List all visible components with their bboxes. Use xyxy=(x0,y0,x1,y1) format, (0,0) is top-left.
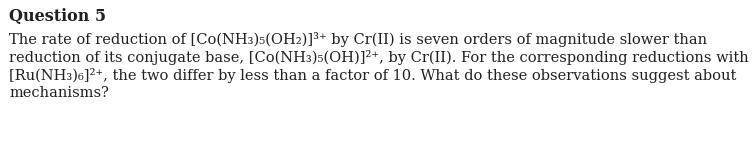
Text: mechanisms?: mechanisms? xyxy=(9,86,109,100)
Text: [Ru(NH₃)₆]²⁺, the two differ by less than a factor of 10. What do these observat: [Ru(NH₃)₆]²⁺, the two differ by less tha… xyxy=(9,68,736,83)
Text: The rate of reduction of [Co(NH₃)₅(OH₂)]³⁺ by Cr(II) is seven orders of magnitud: The rate of reduction of [Co(NH₃)₅(OH₂)]… xyxy=(9,32,707,47)
Text: reduction of its conjugate base, [Co(NH₃)₅(OH)]²⁺, by Cr(II). For the correspond: reduction of its conjugate base, [Co(NH₃… xyxy=(9,50,748,65)
Text: Question 5: Question 5 xyxy=(9,8,106,25)
